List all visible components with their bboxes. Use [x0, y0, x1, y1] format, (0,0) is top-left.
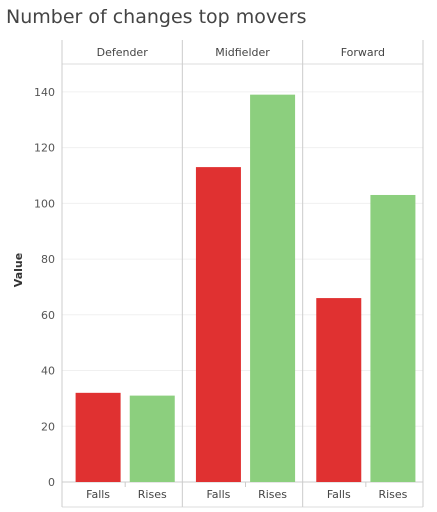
- x-tick-label: Falls: [206, 488, 230, 501]
- group-header-defender: Defender: [97, 46, 149, 59]
- group-header-forward: Forward: [341, 46, 385, 59]
- y-tick-label: 100: [34, 197, 55, 210]
- y-tick-label: 140: [34, 86, 55, 99]
- bar-midfielder-falls: [195, 167, 241, 482]
- y-tick-label: 20: [41, 420, 55, 433]
- y-tick-label: 120: [34, 142, 55, 155]
- x-tick-label: Falls: [327, 488, 351, 501]
- y-tick-label: 0: [48, 476, 55, 489]
- y-tick-label: 80: [41, 253, 55, 266]
- x-tick-label: Rises: [378, 488, 407, 501]
- x-tick-label: Falls: [86, 488, 110, 501]
- bar-defender-falls: [75, 392, 121, 482]
- y-tick-label: 60: [41, 309, 55, 322]
- bar-forward-falls: [316, 298, 362, 482]
- y-tick-label: 40: [41, 365, 55, 378]
- x-tick-label: Rises: [138, 488, 167, 501]
- chart-title: Number of changes top movers: [6, 6, 307, 28]
- bar-defender-rises: [129, 395, 175, 482]
- y-axis-label: Value: [12, 253, 25, 287]
- group-header-midfielder: Midfielder: [215, 46, 270, 59]
- bar-forward-rises: [370, 194, 416, 482]
- bar-midfielder-rises: [250, 94, 296, 483]
- x-tick-label: Rises: [258, 488, 287, 501]
